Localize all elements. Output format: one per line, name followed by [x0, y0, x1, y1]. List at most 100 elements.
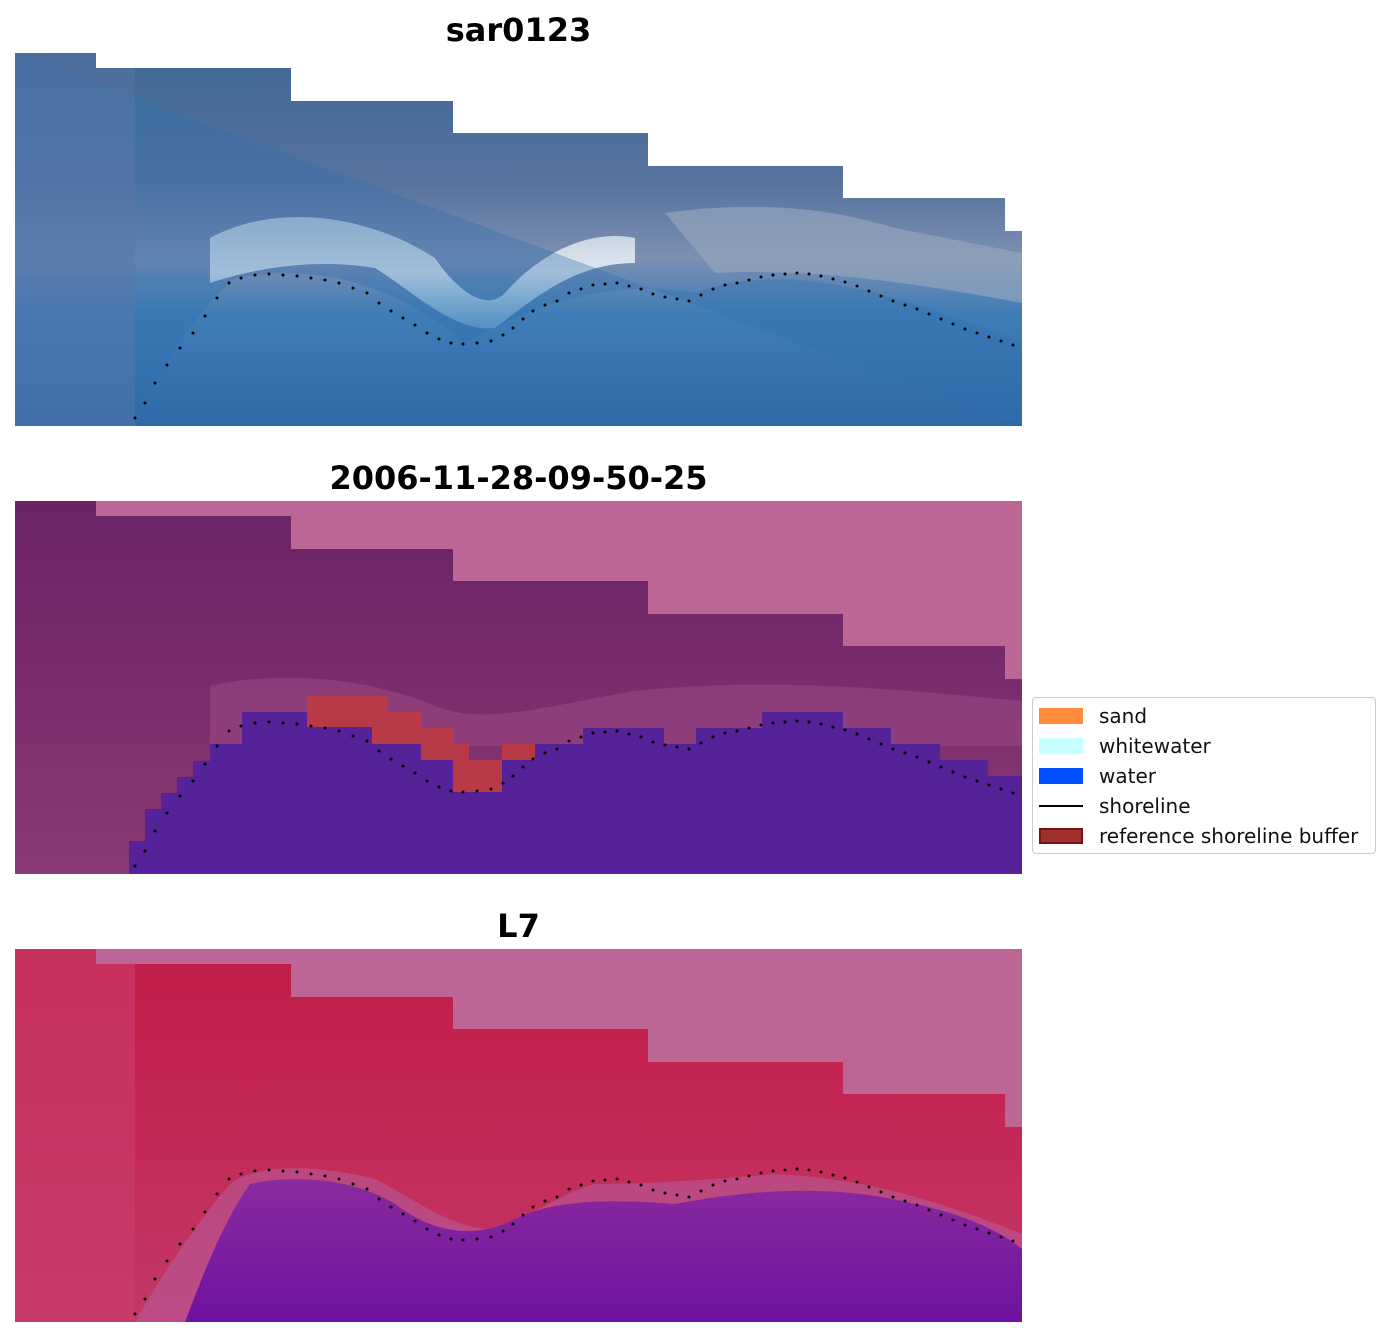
- shoreline-point: [437, 785, 441, 789]
- shoreline-point: [253, 273, 257, 277]
- shoreline-point: [401, 764, 405, 768]
- shoreline-point: [1011, 343, 1015, 347]
- legend-item-reference-buffer: reference shoreline buffer: [1039, 824, 1358, 848]
- shoreline-point: [143, 1297, 147, 1301]
- legend-item-shoreline: shoreline: [1039, 794, 1191, 818]
- shoreline-point: [831, 1173, 835, 1177]
- index-image: [15, 949, 1022, 1322]
- shoreline-point: [795, 271, 799, 275]
- shoreline-point: [687, 747, 691, 751]
- shoreline-point: [178, 794, 182, 798]
- shoreline-point: [365, 739, 369, 743]
- shoreline-point: [543, 751, 547, 755]
- shoreline-point: [603, 730, 607, 734]
- legend-item-water: water: [1039, 764, 1156, 788]
- shoreline-point: [437, 337, 441, 341]
- shoreline-point: [963, 1223, 967, 1227]
- shoreline-point: [999, 787, 1003, 791]
- shoreline-point: [555, 747, 559, 751]
- shoreline-point: [819, 1170, 823, 1174]
- rgb-image: [15, 53, 1022, 426]
- shoreline-point: [615, 281, 619, 285]
- shoreline-point: [567, 1187, 571, 1191]
- shoreline-point: [475, 341, 479, 345]
- shoreline-point: [143, 849, 147, 853]
- shoreline-point: [365, 291, 369, 295]
- shoreline-point: [675, 745, 679, 749]
- shoreline-point: [323, 1174, 327, 1178]
- shoreline-point: [153, 829, 157, 833]
- shoreline-point: [687, 299, 691, 303]
- shoreline-point: [227, 729, 231, 733]
- shoreline-point: [651, 292, 655, 296]
- shoreline-point: [531, 309, 535, 313]
- shoreline-point: [178, 1242, 182, 1246]
- shoreline-point: [389, 1205, 393, 1209]
- shoreline-point: [511, 1222, 515, 1226]
- legend-item-sand: sand: [1039, 704, 1147, 728]
- shoreline-point: [133, 864, 137, 868]
- shoreline-point: [215, 1192, 219, 1196]
- shoreline-point: [389, 309, 393, 313]
- shoreline-point: [591, 283, 595, 287]
- shoreline-point: [449, 789, 453, 793]
- shoreline-point: [639, 1183, 643, 1187]
- shoreline-point: [735, 281, 739, 285]
- shoreline-point: [663, 295, 667, 299]
- shoreline-point: [927, 1208, 931, 1212]
- shoreline-point: [449, 1237, 453, 1241]
- shoreline-point: [807, 272, 811, 276]
- shoreline-point: [295, 1170, 299, 1174]
- shoreline-point: [795, 1167, 799, 1171]
- shoreline-point: [855, 284, 859, 288]
- shoreline-point: [191, 331, 195, 335]
- reference-buffer-swatch: [1039, 828, 1083, 844]
- shoreline-point: [867, 289, 871, 293]
- shoreline-point: [771, 273, 775, 277]
- shoreline-point: [489, 787, 493, 791]
- shoreline-point: [867, 737, 871, 741]
- shoreline-dots: [133, 719, 1015, 868]
- rgb-image-panel: [15, 53, 1022, 426]
- shoreline-point: [903, 751, 907, 755]
- shoreline-point: [663, 1191, 667, 1195]
- shoreline-point: [891, 1195, 895, 1199]
- shoreline-point: [759, 1171, 763, 1175]
- shoreline-point: [475, 1237, 479, 1241]
- shoreline-point: [915, 307, 919, 311]
- shoreline-point: [227, 1177, 231, 1181]
- shoreline-point: [295, 274, 299, 278]
- shoreline-point: [771, 721, 775, 725]
- shoreline-point: [323, 278, 327, 282]
- shoreline-point: [891, 299, 895, 303]
- shoreline-point: [337, 729, 341, 733]
- shoreline-point: [699, 1189, 703, 1193]
- shoreline-point: [389, 757, 393, 761]
- shoreline-point: [191, 1227, 195, 1231]
- shoreline-point: [267, 720, 271, 724]
- shoreline-point: [759, 275, 763, 279]
- shoreline-point: [323, 726, 327, 730]
- shoreline-point: [239, 276, 243, 280]
- shoreline-point: [351, 1182, 355, 1186]
- shoreline-point: [591, 1179, 595, 1183]
- shoreline-point: [843, 1176, 847, 1180]
- shoreline-point: [651, 1188, 655, 1192]
- shoreline-point: [521, 765, 525, 769]
- shoreline-point: [501, 1229, 505, 1233]
- shoreline-point: [951, 322, 955, 326]
- shoreline-point: [239, 1172, 243, 1176]
- shoreline-point: [351, 734, 355, 738]
- legend-item-whitewater: whitewater: [1039, 734, 1211, 758]
- shoreline-point: [711, 735, 715, 739]
- shoreline-point: [723, 283, 727, 287]
- shoreline-point: [203, 1210, 207, 1214]
- shoreline-point: [603, 1178, 607, 1182]
- shoreline-point: [879, 294, 883, 298]
- shoreline-point: [295, 722, 299, 726]
- shoreline-point: [281, 1169, 285, 1173]
- shoreline-point: [227, 281, 231, 285]
- shoreline-point: [461, 342, 465, 346]
- shoreline-point: [603, 282, 607, 286]
- shoreline-point: [879, 1190, 883, 1194]
